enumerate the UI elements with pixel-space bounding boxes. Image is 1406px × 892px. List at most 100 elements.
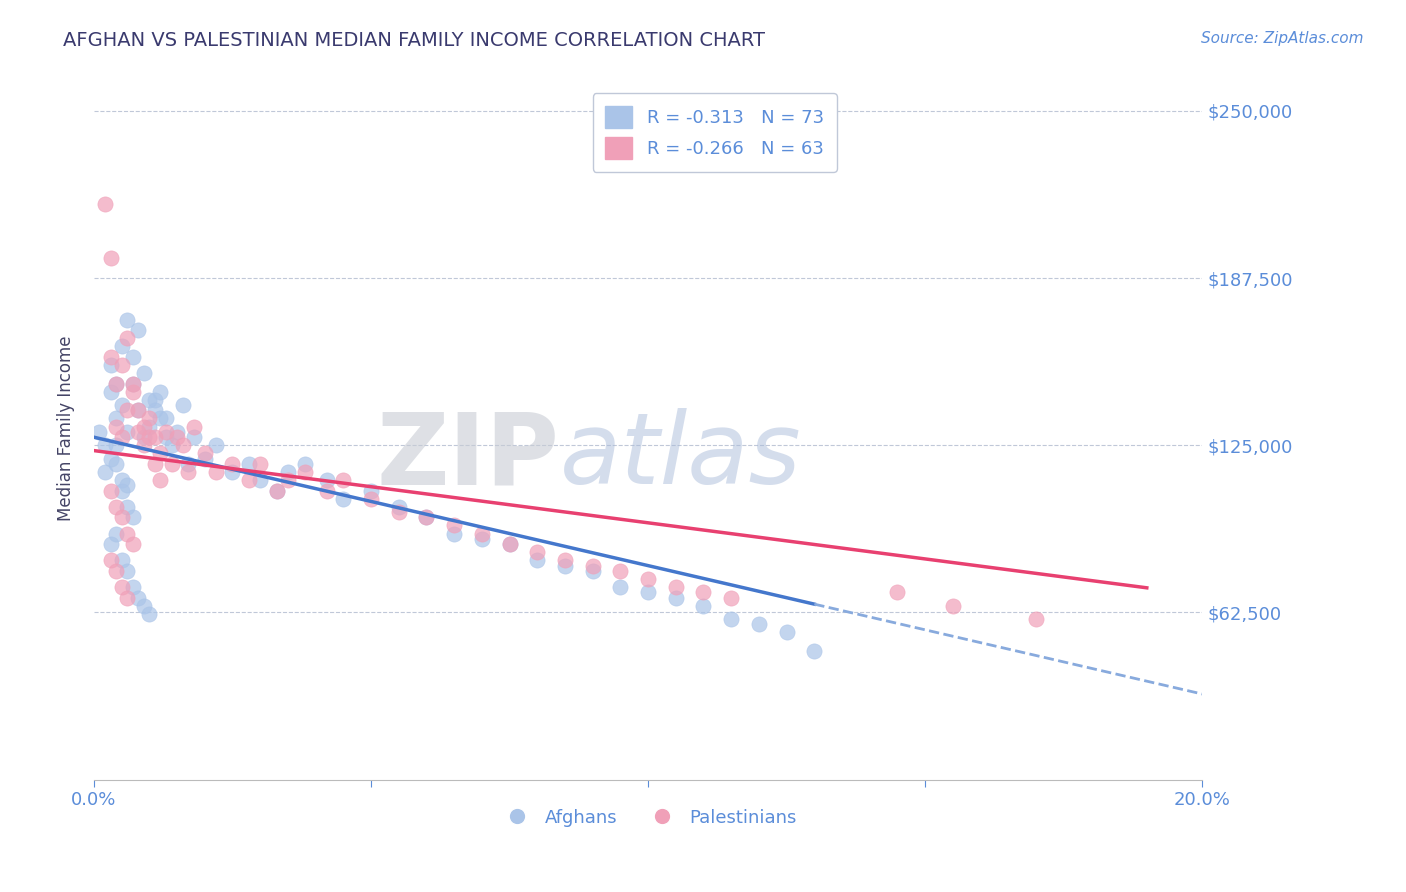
Point bbox=[238, 457, 260, 471]
Point bbox=[1025, 612, 1047, 626]
Point bbox=[94, 438, 117, 452]
Point bbox=[111, 430, 134, 444]
Point bbox=[143, 392, 166, 407]
Point bbox=[637, 572, 659, 586]
Point bbox=[498, 537, 520, 551]
Point bbox=[332, 473, 354, 487]
Point bbox=[665, 591, 688, 605]
Point bbox=[105, 457, 128, 471]
Point bbox=[138, 411, 160, 425]
Point bbox=[582, 558, 605, 573]
Point bbox=[132, 366, 155, 380]
Point bbox=[132, 438, 155, 452]
Point bbox=[803, 644, 825, 658]
Point bbox=[166, 425, 188, 439]
Point bbox=[415, 510, 437, 524]
Point bbox=[155, 425, 177, 439]
Point bbox=[121, 580, 143, 594]
Point bbox=[886, 585, 908, 599]
Point bbox=[443, 526, 465, 541]
Point bbox=[121, 376, 143, 391]
Point bbox=[127, 323, 149, 337]
Point bbox=[111, 358, 134, 372]
Point bbox=[100, 358, 122, 372]
Point bbox=[127, 591, 149, 605]
Point bbox=[100, 483, 122, 498]
Point bbox=[127, 425, 149, 439]
Point bbox=[294, 457, 316, 471]
Point bbox=[221, 465, 243, 479]
Point bbox=[194, 446, 217, 460]
Point bbox=[105, 419, 128, 434]
Point bbox=[121, 376, 143, 391]
Point bbox=[115, 591, 138, 605]
Point bbox=[115, 564, 138, 578]
Point bbox=[183, 430, 205, 444]
Point bbox=[138, 430, 160, 444]
Point bbox=[132, 419, 155, 434]
Point bbox=[205, 465, 228, 479]
Point bbox=[360, 491, 382, 506]
Point bbox=[127, 403, 149, 417]
Point bbox=[105, 376, 128, 391]
Point bbox=[160, 438, 183, 452]
Point bbox=[277, 465, 299, 479]
Point bbox=[111, 473, 134, 487]
Point bbox=[665, 580, 688, 594]
Point bbox=[132, 599, 155, 613]
Point bbox=[332, 491, 354, 506]
Point bbox=[121, 350, 143, 364]
Point bbox=[100, 537, 122, 551]
Point bbox=[194, 451, 217, 466]
Point bbox=[177, 465, 200, 479]
Point bbox=[111, 339, 134, 353]
Point bbox=[205, 438, 228, 452]
Point bbox=[775, 625, 797, 640]
Point bbox=[111, 510, 134, 524]
Point bbox=[132, 430, 155, 444]
Point bbox=[94, 197, 117, 211]
Point bbox=[294, 465, 316, 479]
Point bbox=[609, 580, 631, 594]
Point bbox=[105, 376, 128, 391]
Point bbox=[266, 483, 288, 498]
Text: AFGHAN VS PALESTINIAN MEDIAN FAMILY INCOME CORRELATION CHART: AFGHAN VS PALESTINIAN MEDIAN FAMILY INCO… bbox=[63, 31, 765, 50]
Point bbox=[155, 430, 177, 444]
Point bbox=[105, 500, 128, 514]
Point bbox=[115, 331, 138, 345]
Point bbox=[105, 564, 128, 578]
Point bbox=[315, 473, 337, 487]
Point bbox=[100, 553, 122, 567]
Point bbox=[415, 510, 437, 524]
Text: atlas: atlas bbox=[560, 409, 801, 505]
Point bbox=[554, 553, 576, 567]
Point bbox=[172, 398, 194, 412]
Point bbox=[388, 505, 411, 519]
Point bbox=[143, 430, 166, 444]
Point bbox=[160, 457, 183, 471]
Point bbox=[143, 403, 166, 417]
Point bbox=[498, 537, 520, 551]
Point bbox=[115, 312, 138, 326]
Point bbox=[582, 564, 605, 578]
Point bbox=[388, 500, 411, 514]
Point bbox=[115, 526, 138, 541]
Point bbox=[115, 403, 138, 417]
Point bbox=[100, 350, 122, 364]
Point bbox=[105, 526, 128, 541]
Text: ZIP: ZIP bbox=[377, 409, 560, 505]
Point bbox=[942, 599, 965, 613]
Point bbox=[692, 599, 714, 613]
Y-axis label: Median Family Income: Median Family Income bbox=[58, 335, 75, 521]
Point bbox=[637, 585, 659, 599]
Point bbox=[526, 545, 548, 559]
Point bbox=[121, 384, 143, 399]
Point bbox=[105, 411, 128, 425]
Point bbox=[111, 483, 134, 498]
Legend: Afghans, Palestinians: Afghans, Palestinians bbox=[492, 801, 804, 834]
Point bbox=[149, 411, 172, 425]
Point bbox=[554, 558, 576, 573]
Point bbox=[111, 553, 134, 567]
Point bbox=[238, 473, 260, 487]
Text: Source: ZipAtlas.com: Source: ZipAtlas.com bbox=[1201, 31, 1364, 46]
